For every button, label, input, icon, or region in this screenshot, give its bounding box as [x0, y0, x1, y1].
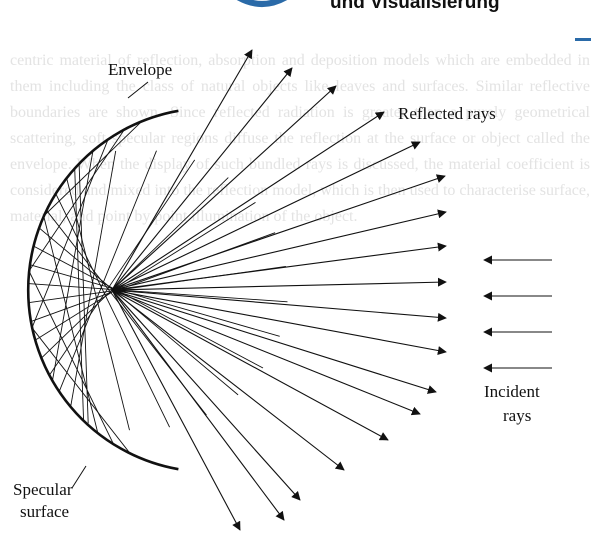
reflected-ray	[111, 277, 447, 291]
reflected-ray	[111, 289, 447, 322]
university-seal-icon	[236, 0, 288, 7]
incident-label: Incident	[484, 382, 540, 401]
caustic-chord	[28, 283, 288, 303]
caustic-chord	[30, 232, 276, 323]
caustic-chord	[38, 227, 239, 396]
incident-rays	[483, 255, 552, 373]
reflected-ray	[111, 242, 447, 291]
reflected-ray	[111, 85, 337, 291]
header-strip	[0, 0, 591, 20]
caustic-chord	[51, 150, 94, 382]
surface-pointer	[71, 465, 87, 489]
reflected-ray	[111, 111, 385, 291]
caustic-chord	[28, 129, 125, 272]
caustic-chord	[33, 245, 264, 369]
reflected-rays-label: Reflected rays	[398, 104, 496, 123]
caustic-chord	[78, 163, 89, 424]
caustic-chord	[66, 177, 130, 431]
reflected-ray	[111, 289, 437, 394]
caustic-chord	[31, 327, 131, 454]
accent-line	[575, 38, 591, 41]
specular-label: Specular	[13, 480, 73, 499]
caustic-chord	[40, 177, 229, 359]
reflected-ray	[111, 209, 447, 291]
reflected-ray	[111, 174, 446, 291]
reflected-ray	[111, 289, 241, 531]
caustic-chord	[55, 193, 171, 428]
background-text: centric material of reflection, absorpti…	[10, 52, 590, 225]
reflected-ray	[111, 289, 421, 416]
reflected-ray	[111, 141, 421, 291]
reflected-ray	[111, 289, 301, 501]
caustic-chord	[31, 138, 109, 328]
specular-surface-arc	[26, 109, 179, 471]
reflected-ray	[111, 67, 293, 291]
rays-label: rays	[503, 406, 532, 425]
reflected-ray	[111, 289, 389, 441]
reflected-ray	[111, 289, 447, 355]
caustic-chord	[74, 168, 85, 421]
surface-label: surface	[20, 502, 70, 521]
caustic-chord	[70, 150, 117, 408]
reflected-ray	[111, 289, 345, 471]
caustic-chord	[29, 264, 280, 337]
caustic-chord	[58, 150, 157, 392]
envelope-pointer	[127, 81, 149, 99]
caustic-chord	[43, 215, 99, 434]
reflected-ray	[111, 49, 253, 291]
header-title: und Visualisierung	[330, 0, 500, 13]
envelope-label: Envelope	[108, 60, 173, 79]
caustic-chord	[48, 159, 196, 376]
reflected-ray	[111, 289, 285, 521]
caustic-chords	[28, 120, 288, 454]
caustic-chord	[43, 120, 143, 217]
caustic-chord	[28, 270, 115, 445]
caustic-chord	[34, 202, 256, 341]
reflected-rays	[111, 49, 447, 531]
